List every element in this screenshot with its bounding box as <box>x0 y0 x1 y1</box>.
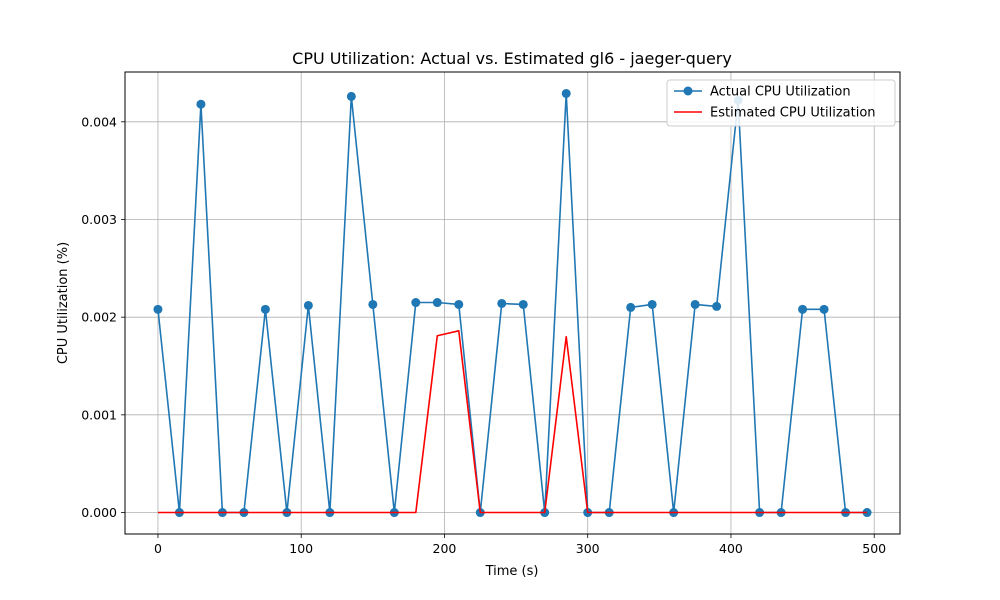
data-point <box>411 298 421 308</box>
data-point <box>497 298 507 308</box>
data-point <box>561 88 571 98</box>
x-axis: 0 100 200 300 400 500 <box>154 534 886 556</box>
legend-label: Estimated CPU Utilization <box>710 106 876 121</box>
legend-entry: Estimated CPU Utilization <box>674 106 876 121</box>
y-axis-label: CPU Utilization (%) <box>56 242 71 364</box>
x-axis-label: Time (s) <box>485 564 539 579</box>
y-tick-label: 0.002 <box>81 310 117 325</box>
data-point <box>454 299 464 309</box>
x-tick-label: 200 <box>433 541 457 556</box>
series-line <box>157 92 868 514</box>
x-tick-label: 500 <box>862 541 886 556</box>
y-axis: 0.000 0.001 0.002 0.003 0.004 <box>81 114 125 520</box>
data-point <box>690 299 700 309</box>
data-point <box>647 299 657 309</box>
data-point <box>862 508 872 518</box>
x-tick-label: 0 <box>154 541 162 556</box>
data-point <box>153 304 163 314</box>
data-point <box>196 99 206 109</box>
data-point <box>798 304 808 314</box>
legend-marker <box>683 86 693 96</box>
legend: Actual CPU Utilization Estimated CPU Util… <box>666 79 896 127</box>
data-point <box>346 91 356 101</box>
y-tick-label: 0.003 <box>81 212 117 227</box>
data-point <box>626 302 636 312</box>
data-point <box>260 304 270 314</box>
legend-entry: Actual CPU Utilization <box>674 85 851 100</box>
data-point <box>368 299 378 309</box>
series-estimated <box>157 330 868 514</box>
data-point <box>518 299 528 309</box>
y-tick-label: 0.004 <box>81 114 117 129</box>
series-line <box>157 330 868 514</box>
y-tick-label: 0.000 <box>81 505 117 520</box>
y-tick-label: 0.001 <box>81 407 117 422</box>
data-point <box>432 298 442 308</box>
x-tick-label: 400 <box>719 541 743 556</box>
data-point <box>819 304 829 314</box>
legend-label: Actual CPU Utilization <box>710 85 851 100</box>
x-tick-label: 100 <box>289 541 313 556</box>
plot-frame <box>124 71 901 535</box>
data-point <box>303 300 313 310</box>
x-tick-label: 300 <box>576 541 600 556</box>
legend-box <box>666 79 896 127</box>
data-point <box>712 301 722 311</box>
chart-title: CPU Utilization: Actual vs. Estimated gl… <box>292 49 732 68</box>
